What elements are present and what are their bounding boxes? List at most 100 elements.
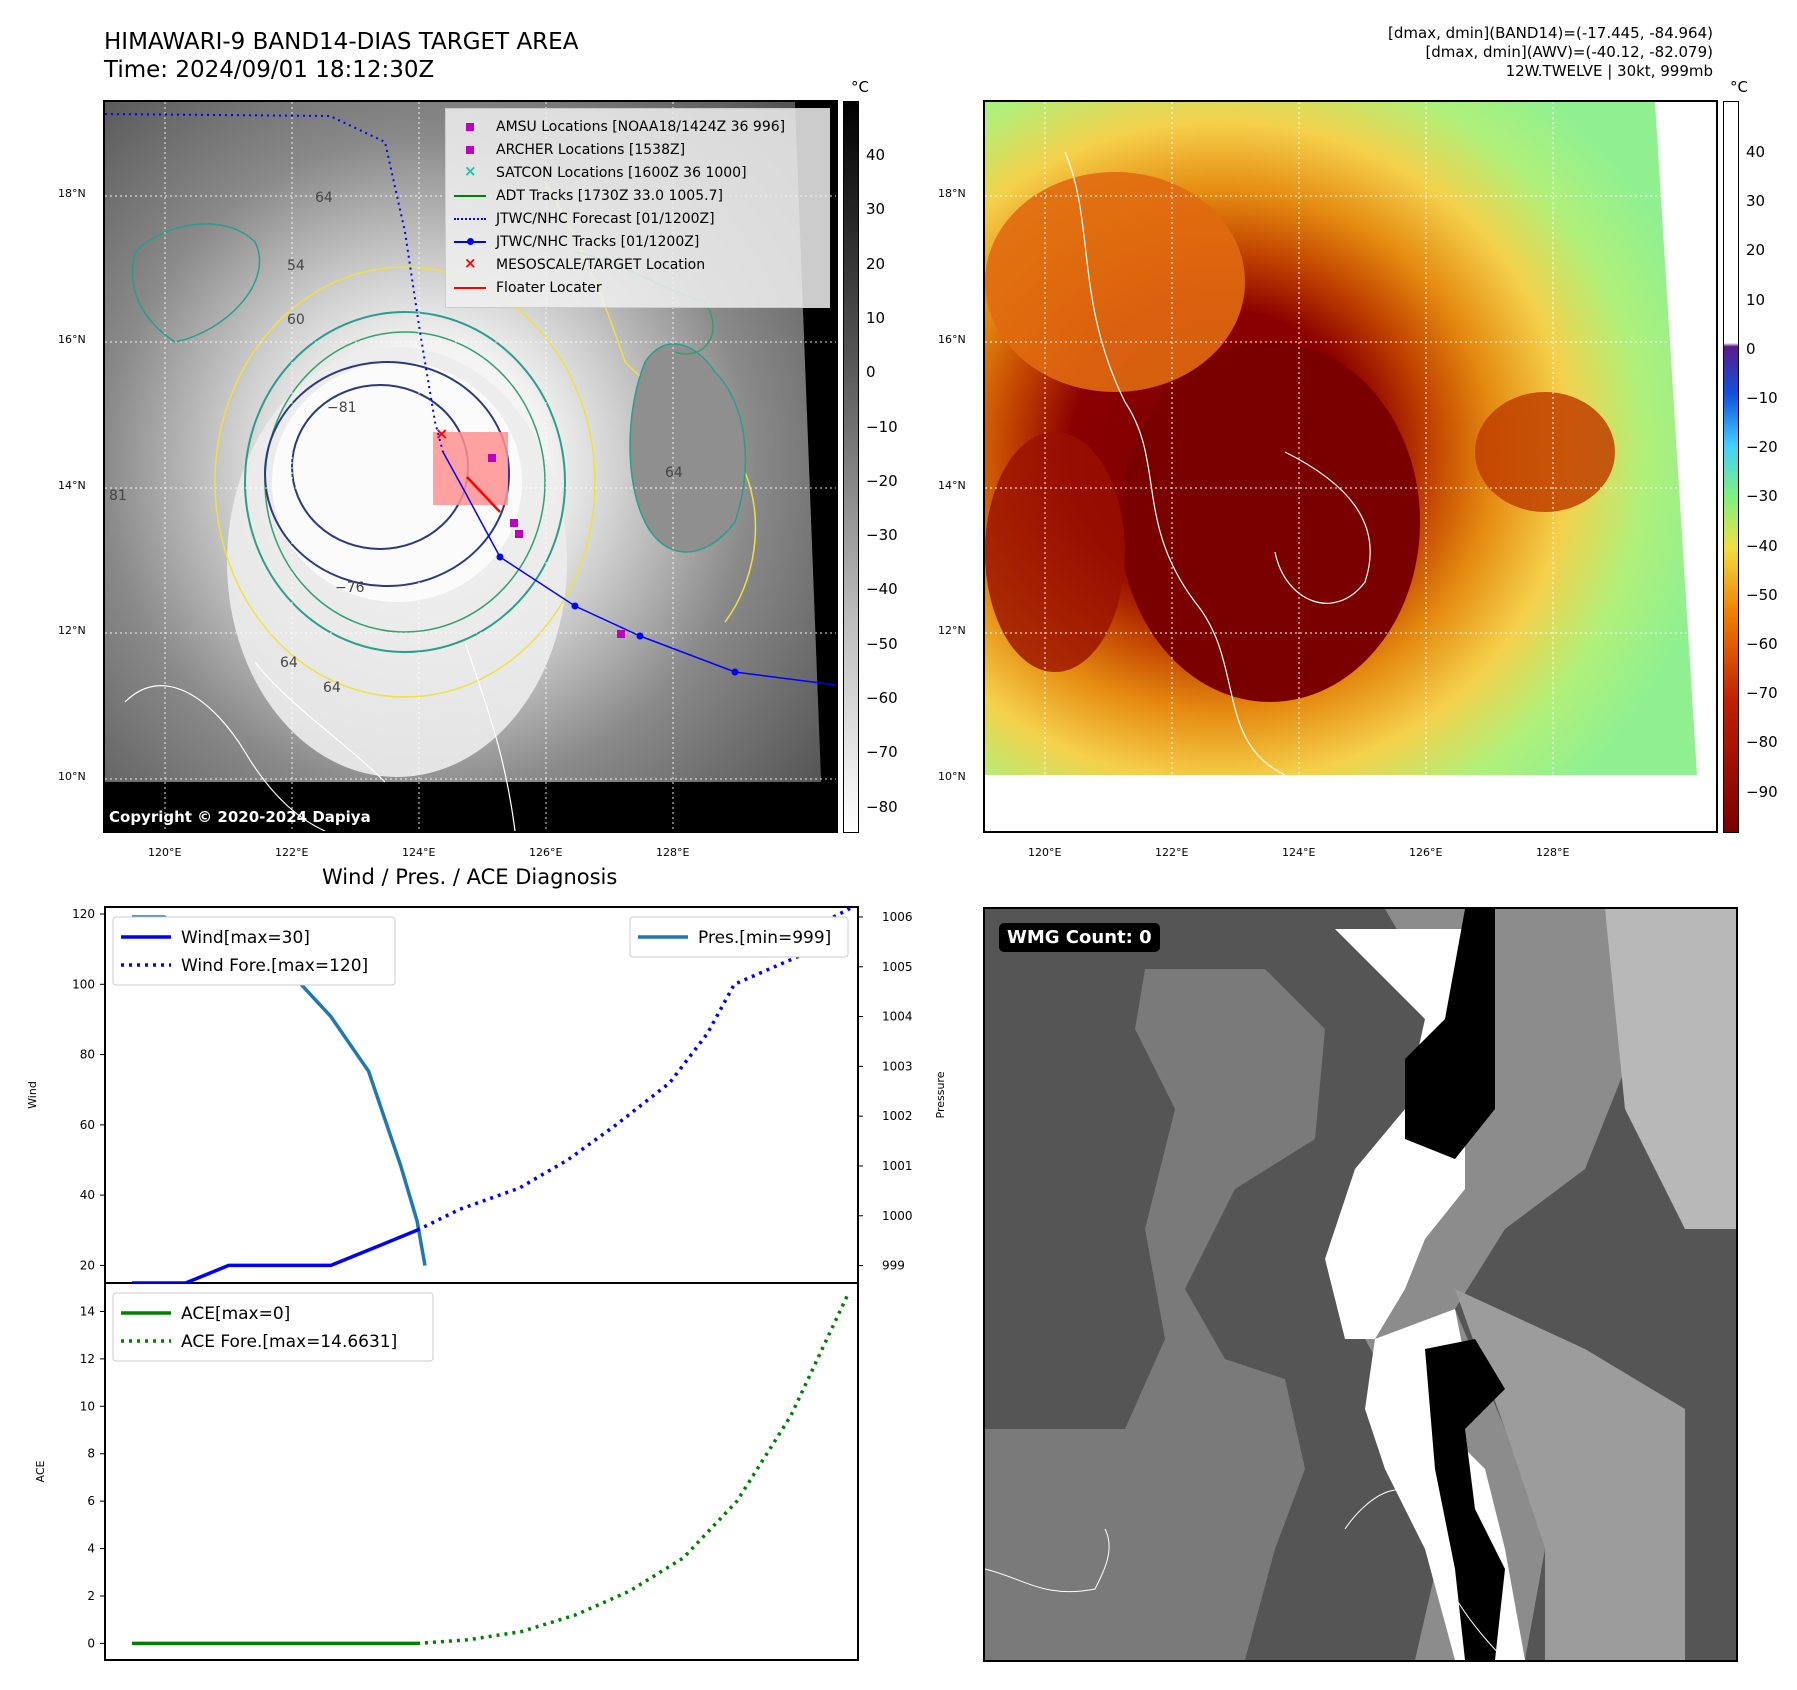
archer-marker: [510, 519, 518, 527]
lat-tick-label: 12°N: [58, 624, 86, 637]
wind-tick-label: 80: [80, 1048, 95, 1062]
contour-label: 64: [665, 465, 683, 481]
figure-title: HIMAWARI-9 BAND14-DIAS TARGET AREA Time:…: [104, 28, 578, 84]
chart-legend-label: ACE Fore.[max=14.6631]: [181, 1332, 397, 1352]
contour-labels: 64 54 60 −81 −76 64 64 64 81: [109, 190, 683, 696]
colorbar-tick-label: −70: [1746, 684, 1778, 703]
pressure-tick-label: 1004: [882, 1010, 913, 1024]
pressure-tick-label: 1006: [882, 910, 913, 924]
chart-legend-box: [112, 1292, 434, 1362]
colorbar-tick-label: 10: [866, 308, 886, 327]
title-line-1: HIMAWARI-9 BAND14-DIAS TARGET AREA: [104, 29, 579, 55]
contour-label: 64: [323, 680, 341, 696]
ace-tick-label: 10: [80, 1399, 95, 1413]
legend-swatch: ×: [464, 161, 477, 180]
ace-tick-label: 0: [87, 1636, 95, 1650]
lon-tick-label: 128°E: [656, 846, 690, 859]
legend-label: MESOSCALE/TARGET Location: [496, 256, 706, 273]
colorbar-tick-label: −60: [866, 689, 898, 707]
colorbar-tick-label: 10: [1746, 290, 1766, 309]
lon-tick-label: 124°E: [1282, 846, 1316, 859]
lon-tick-label: 124°E: [402, 846, 436, 859]
archer-marker: [515, 530, 523, 538]
colorbar-tick-label: 20: [866, 254, 886, 273]
chart-legend-box: [112, 916, 396, 986]
colorbar-tick-label: −10: [1746, 389, 1778, 407]
pressure-tick-label: 1002: [882, 1109, 913, 1123]
legend-label: JTWC/NHC Tracks [01/1200Z]: [496, 233, 700, 250]
colorbar-tick-label: −40: [866, 580, 898, 599]
awv-gridlines: [985, 102, 1716, 831]
colorbar-tick-label: 40: [1746, 143, 1766, 161]
colorbar-tick-label: −30: [1746, 487, 1778, 506]
ace-tick-label: 8: [87, 1447, 95, 1461]
wind-series: [131, 1228, 418, 1283]
pressure-tick-label: 1000: [882, 1209, 913, 1223]
colorbar-tick-label: 30: [866, 200, 886, 219]
wmg-count-badge: WMG Count: 0: [999, 923, 1160, 952]
ace-tick-label: 6: [87, 1494, 95, 1508]
ace-axis-label: ACE: [34, 1460, 47, 1482]
pressure-tick-label: 999: [882, 1259, 905, 1273]
chart-legend-label: Wind[max=30]: [181, 928, 310, 948]
legend-swatch: [454, 236, 486, 248]
lat-tick-label: 14°N: [58, 479, 86, 492]
amsu-marker: [488, 454, 496, 462]
lat-tick-label: 16°N: [58, 333, 86, 346]
floater-box: [433, 432, 508, 505]
lon-tick-label: 120°E: [148, 846, 182, 859]
wind-axis-label: Wind: [26, 1081, 39, 1109]
colorbar-tick-label: −20: [1746, 438, 1778, 457]
floater-locater-line: [466, 476, 501, 513]
legend-entry: ADT Tracks [1730Z 33.0 1005.7]: [454, 184, 821, 207]
colorbar-tick-label: 0: [1746, 339, 1756, 358]
info-line-2: [dmax, dmin](AWV)=(-40.12, -82.079): [1425, 43, 1713, 61]
track-points: [496, 553, 739, 676]
pressure-tick-label: 1003: [882, 1059, 913, 1073]
ir-colorbar-unit: °C: [851, 78, 869, 96]
legend-entry: × MESOSCALE/TARGET Location: [454, 253, 821, 276]
wind-tick-label: 20: [80, 1258, 95, 1272]
colorbar-tick-label: −50: [866, 634, 898, 653]
target-marker: ×: [435, 424, 448, 443]
contour-label: −81: [327, 400, 357, 416]
wind-tick-label: 100: [72, 977, 95, 991]
contour-label: 64: [280, 655, 298, 671]
legend-label: ARCHER Locations [1538Z]: [496, 141, 686, 158]
amsu-marker: [617, 630, 625, 638]
legend-entry: AMSU Locations [NOAA18/1424Z 36 996]: [454, 115, 821, 138]
lon-tick-label: 122°E: [275, 846, 309, 859]
legend-entry: ARCHER Locations [1538Z]: [454, 138, 821, 161]
lat-tick-label: 12°N: [938, 624, 966, 637]
legend-entry: Floater Locater: [454, 276, 821, 299]
wind-tick-label: 60: [80, 1118, 95, 1132]
legend-label: ADT Tracks [1730Z 33.0 1005.7]: [496, 187, 723, 204]
lat-tick-label: 10°N: [938, 770, 966, 783]
lat-tick-label: 10°N: [58, 770, 86, 783]
ace-tick-label: 4: [87, 1542, 95, 1556]
legend-swatch: [454, 121, 486, 133]
colorbar-tick-label: −70: [866, 743, 898, 762]
colorbar-tick-label: 20: [1746, 241, 1766, 260]
contour-label: −76: [335, 580, 365, 596]
legend-entry: JTWC/NHC Tracks [01/1200Z]: [454, 230, 821, 253]
awv-map: [985, 102, 1716, 831]
legend-swatch: [454, 213, 486, 225]
lat-tick-label: 14°N: [938, 479, 966, 492]
lat-tick-label: 16°N: [938, 333, 966, 346]
awv-map-panel: [983, 100, 1718, 833]
copyright-text: Copyright © 2020-2024 Dapiya: [109, 808, 371, 826]
legend-swatch: [454, 282, 486, 294]
ace-tick-label: 2: [87, 1589, 95, 1603]
legend-entry: × SATCON Locations [1600Z 36 1000]: [454, 161, 821, 184]
chart-legend-box: [629, 916, 849, 958]
lon-tick-label: 126°E: [1409, 846, 1443, 859]
legend-swatch: ×: [464, 253, 477, 272]
wmg-map: [985, 909, 1736, 1660]
contour-label: 64: [315, 190, 333, 206]
colorbar-tick-label: −40: [1746, 536, 1778, 555]
wmg-panel: WMG Count: 0: [983, 907, 1738, 1662]
ir-map-panel: 64 54 60 −81 −76 64 64 64 81 × AMSU Loca…: [103, 100, 838, 833]
chart-legend-label: ACE[max=0]: [181, 1304, 290, 1324]
colorbar-tick-label: 40: [866, 146, 886, 164]
